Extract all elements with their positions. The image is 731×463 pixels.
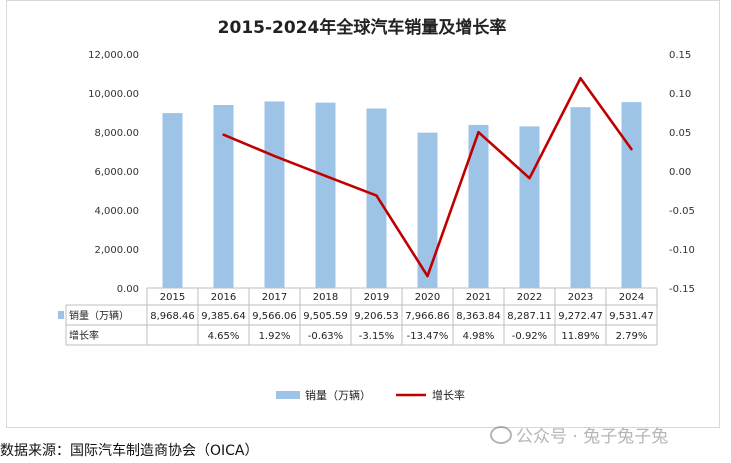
growth-point-2019 — [375, 194, 378, 197]
bar-2017 — [264, 101, 285, 289]
table-row-label-sales: 销量（万辆） — [69, 309, 129, 322]
x-tick-label: 2018 — [313, 292, 338, 303]
table-row-label-growth: 增长率 — [69, 329, 99, 342]
legend-label-growth: 增长率 — [432, 388, 465, 402]
y-right-tick-label: -0.15 — [669, 284, 695, 295]
data-label-growth: 4.65% — [208, 331, 240, 342]
x-tick-label: 2024 — [619, 292, 644, 303]
data-label-sales: 9,206.53 — [354, 311, 399, 322]
x-tick-label: 2019 — [364, 292, 389, 303]
y-right-tick-label: -0.10 — [669, 245, 695, 256]
x-tick-label: 2021 — [466, 292, 491, 303]
wechat-icon — [490, 426, 512, 444]
y-right-tick-label: 0.00 — [669, 167, 691, 178]
data-label-sales: 8,363.84 — [456, 311, 501, 322]
y-left-tick-label: 6,000.00 — [94, 167, 139, 178]
y-left-tick-label: 2,000.00 — [94, 245, 139, 256]
x-tick-label: 2020 — [415, 292, 440, 303]
growth-point-2021 — [477, 130, 480, 134]
y-right-tick-label: 0.10 — [669, 89, 691, 100]
data-label-sales: 7,966.86 — [405, 311, 450, 322]
data-label-growth: 4.98% — [463, 331, 495, 342]
data-label-sales: 9,531.47 — [609, 311, 654, 322]
y-left-tick-label: 4,000.00 — [94, 206, 139, 217]
y-left-tick-label: 0.00 — [117, 284, 139, 295]
bar-2024 — [621, 102, 642, 288]
y-left-tick-label: 12,000.00 — [88, 50, 139, 61]
legend-swatch-sales — [276, 391, 300, 399]
legend-label-sales: 销量（万辆） — [305, 388, 371, 402]
bar-2023 — [570, 107, 591, 289]
y-right-tick-label: 0.15 — [669, 50, 691, 61]
growth-point-2020 — [426, 274, 429, 278]
x-tick-label: 2023 — [568, 292, 593, 303]
data-label-growth: 11.89% — [561, 331, 599, 342]
table-key-sales — [58, 311, 64, 319]
growth-point-2022 — [528, 176, 531, 180]
bar-2020 — [417, 132, 438, 288]
data-label-growth: -13.47% — [407, 331, 449, 342]
growth-point-2017 — [273, 154, 276, 158]
data-label-sales: 8,287.11 — [507, 311, 552, 322]
bar-2021 — [468, 124, 489, 288]
y-right-tick-label: -0.05 — [669, 206, 695, 217]
x-tick-label: 2022 — [517, 292, 542, 303]
bar-2019 — [366, 108, 387, 289]
bar-2022 — [519, 126, 540, 288]
data-label-sales: 8,968.46 — [150, 311, 195, 322]
growth-point-2024 — [630, 148, 633, 151]
data-label-sales: 9,385.64 — [201, 311, 246, 322]
x-tick-label: 2015 — [160, 292, 185, 303]
y-left-tick-label: 10,000.00 — [88, 89, 139, 100]
growth-point-2018 — [324, 174, 327, 178]
data-label-growth: -0.63% — [308, 331, 343, 342]
y-right-tick-label: 0.05 — [669, 128, 691, 139]
data-label-growth: 2.79% — [616, 331, 648, 342]
data-label-sales: 9,566.06 — [252, 311, 297, 322]
source-note: 数据来源：国际汽车制造商协会（OICA） — [0, 443, 259, 459]
data-label-growth: 1.92% — [259, 331, 291, 342]
data-label-sales: 9,272.47 — [558, 311, 603, 322]
growth-point-2016 — [222, 133, 225, 136]
bar-2015 — [162, 113, 183, 289]
chart-frame — [6, 0, 720, 428]
watermark: 公众号 · 兔子兔子兔 — [490, 422, 668, 447]
y-left-tick-label: 8,000.00 — [94, 128, 139, 139]
chart-title: 2015-2024年全球汽车销量及增长率 — [218, 17, 507, 38]
watermark-text: 公众号 · 兔子兔子兔 — [516, 427, 669, 447]
x-tick-label: 2017 — [262, 292, 287, 303]
bar-2018 — [315, 102, 336, 288]
x-tick-label: 2016 — [211, 292, 236, 303]
data-label-sales: 9,505.59 — [303, 311, 348, 322]
data-label-growth: -3.15% — [359, 331, 394, 342]
data-label-growth: -0.92% — [512, 331, 547, 342]
chart: 2015-2024年全球汽车销量及增长率 0.00 2,000.00 4,000.0… — [58, 17, 695, 402]
bar-2016 — [213, 104, 234, 289]
growth-point-2023 — [579, 77, 582, 80]
